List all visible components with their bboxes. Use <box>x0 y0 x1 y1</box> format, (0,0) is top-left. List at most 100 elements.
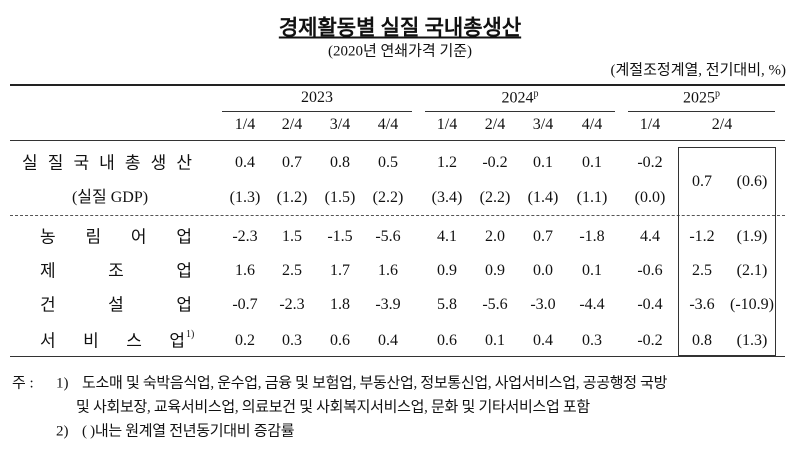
row-label: 농 림 어 업 <box>40 227 192 247</box>
cell: -0.2 <box>637 154 663 171</box>
cell: 2.0 <box>485 228 505 245</box>
cell: 0.7 <box>692 173 712 190</box>
cell: 0.3 <box>282 332 302 349</box>
cell: (1.1) <box>576 189 608 206</box>
cell: -3.6 <box>689 296 715 313</box>
cell: (3.4) <box>431 189 463 206</box>
cell: -1.8 <box>579 228 605 245</box>
quarter-header: 1/4 <box>234 116 256 133</box>
cell: 0.1 <box>485 332 505 349</box>
title: 경제활동별 실질 국내총생산 <box>278 15 522 40</box>
quarter-header: 4/4 <box>377 116 399 133</box>
cell: (1.5) <box>324 189 356 206</box>
cell: -0.4 <box>637 296 663 313</box>
year-header: 2024p <box>501 88 539 107</box>
unit: (계절조정계열, 전기대비, %) <box>610 62 787 79</box>
cell: 0.0 <box>533 262 553 279</box>
note-mark: 1) <box>56 375 69 392</box>
row-label: 건 설 업 <box>40 295 192 315</box>
year-underline <box>222 111 412 112</box>
cell: (0.6) <box>736 173 768 190</box>
cell: -3.0 <box>530 296 556 313</box>
cell: (1.3) <box>736 332 768 349</box>
note-text: ( )내는 원계열 전년동기대비 증감률 <box>82 423 295 440</box>
cell: 0.6 <box>330 332 350 349</box>
cell: -4.4 <box>579 296 605 313</box>
cell: 1.6 <box>235 262 255 279</box>
cell: (0.0) <box>634 189 666 206</box>
quarter-header: 3/4 <box>329 116 351 133</box>
cell: 0.6 <box>437 332 457 349</box>
year-header: 2025p <box>683 88 720 107</box>
quarter-header: 2/4 <box>484 116 506 133</box>
cell: 0.4 <box>533 332 553 349</box>
cell: 0.8 <box>330 154 350 171</box>
cell: 4.4 <box>640 228 660 245</box>
cell: -1.2 <box>689 228 715 245</box>
cell: (2.2) <box>372 189 404 206</box>
subtitle: (2020년 연쇄가격 기준) <box>327 43 473 60</box>
row-label: 실 질 국 내 총 생 산 <box>22 153 192 173</box>
year-underline <box>425 111 615 112</box>
cell: (1.4) <box>527 189 559 206</box>
dashed-line <box>10 215 785 216</box>
row-label: 제 조 업 <box>40 261 192 281</box>
quarter-header: 1/4 <box>639 116 661 133</box>
cell: 0.7 <box>282 154 302 171</box>
quarter-header: 3/4 <box>532 116 554 133</box>
year-sup: p <box>715 88 720 100</box>
cell: 0.1 <box>582 154 602 171</box>
header-line <box>10 140 785 141</box>
cell: (-10.9) <box>730 296 774 313</box>
cell: -0.6 <box>637 262 663 279</box>
cell: 1.8 <box>330 296 350 313</box>
cell: 1.7 <box>330 262 350 279</box>
cell: (1.2) <box>276 189 308 206</box>
cell: -5.6 <box>482 296 508 313</box>
cell: 2.5 <box>282 262 302 279</box>
year-underline <box>628 111 775 112</box>
cell: -0.2 <box>482 154 508 171</box>
cell: 1.2 <box>437 154 457 171</box>
cell: -5.6 <box>375 228 401 245</box>
note-text: 도소매 및 숙박음식업, 운수업, 금융 및 보험업, 부동산업, 정보통신업,… <box>82 375 668 392</box>
cell: 1.6 <box>378 262 398 279</box>
cell: 5.8 <box>437 296 457 313</box>
note-text: 및 사회보장, 교육서비스업, 의료보건 및 사회복지서비스업, 문화 및 기타… <box>76 399 590 416</box>
bottom-line <box>10 356 785 357</box>
cell: -0.7 <box>232 296 258 313</box>
quarter-header: 2/4 <box>281 116 303 133</box>
cell: 2.5 <box>692 262 712 279</box>
year-sup: p <box>533 88 539 100</box>
cell: 0.1 <box>582 262 602 279</box>
cell: 0.4 <box>235 154 255 171</box>
cell: 4.1 <box>437 228 457 245</box>
note-mark: 2) <box>56 423 69 440</box>
cell: 0.9 <box>437 262 457 279</box>
cell: 0.9 <box>485 262 505 279</box>
quarter-header: 1/4 <box>436 116 458 133</box>
cell: (1.3) <box>229 189 261 206</box>
row-sublabel: (실질 GDP) <box>71 189 149 206</box>
quarter-header: 4/4 <box>581 116 603 133</box>
cell: 0.1 <box>533 154 553 171</box>
cell: 0.3 <box>582 332 602 349</box>
cell: (1.9) <box>736 228 768 245</box>
cell: -1.5 <box>327 228 353 245</box>
cell: -2.3 <box>279 296 305 313</box>
cell: 1.5 <box>282 228 302 245</box>
top-border <box>10 84 785 86</box>
cell: (2.1) <box>736 262 768 279</box>
cell: 0.2 <box>235 332 255 349</box>
cell: 0.7 <box>533 228 553 245</box>
year-header: 2023 <box>301 89 333 106</box>
cell: -3.9 <box>375 296 401 313</box>
cell: 0.4 <box>378 332 398 349</box>
notes-prefix: 주 : <box>12 375 34 392</box>
quarter-header: 2/4 <box>711 116 733 133</box>
highlight-box <box>678 147 776 356</box>
cell: -2.3 <box>232 228 258 245</box>
cell: 0.5 <box>378 154 398 171</box>
cell: -0.2 <box>637 332 663 349</box>
